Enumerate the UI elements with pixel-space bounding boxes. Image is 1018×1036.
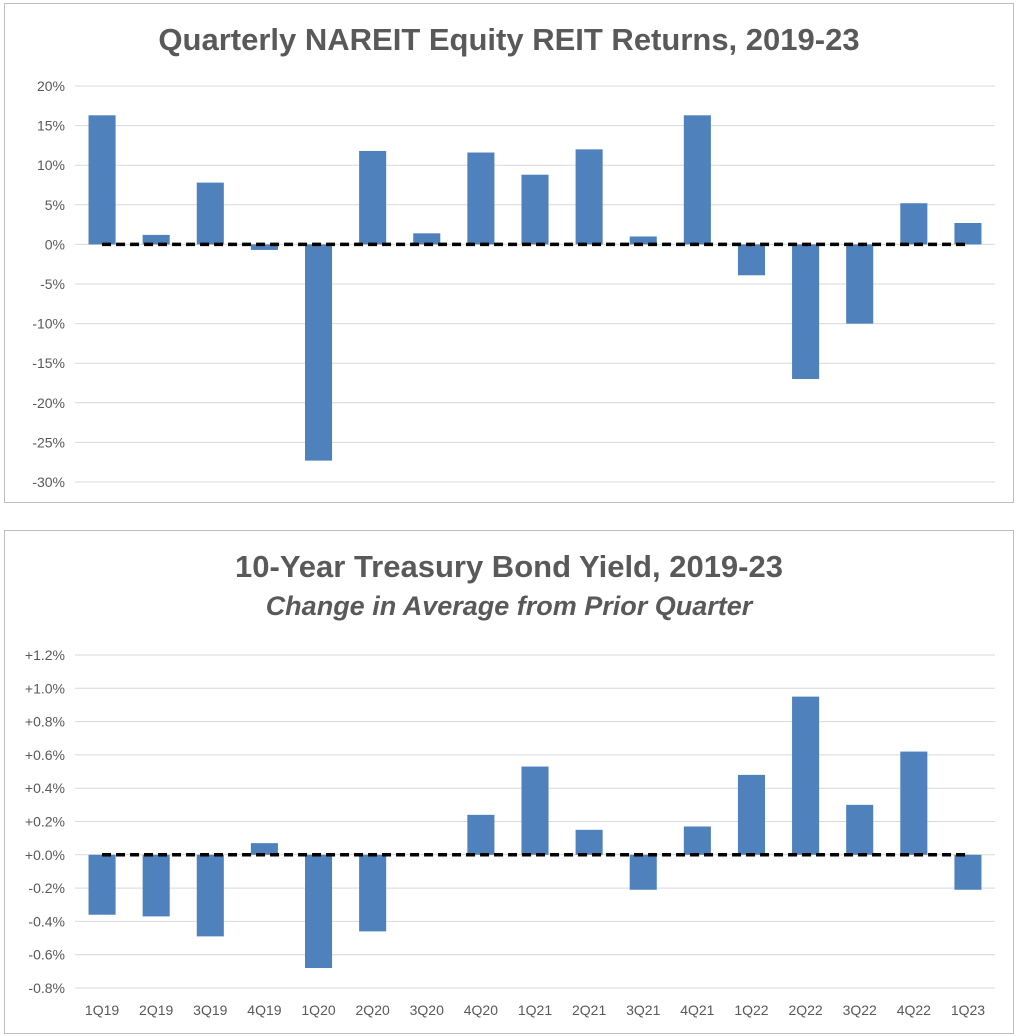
- bar: [792, 696, 820, 855]
- x-tick-label: 1Q23: [951, 1002, 985, 1018]
- bar: [846, 804, 874, 855]
- bar: [88, 115, 116, 245]
- bar: [792, 244, 820, 380]
- bar: [846, 244, 874, 324]
- chart-subtitle: Change in Average from Prior Quarter: [265, 591, 753, 621]
- y-tick-label: -20%: [32, 395, 65, 411]
- y-tick-label: +1.2%: [25, 647, 65, 663]
- y-tick-label: 10%: [37, 157, 65, 173]
- x-tick-label: 1Q22: [734, 1002, 768, 1018]
- bar: [737, 774, 765, 855]
- y-tick-label: -10%: [32, 316, 65, 332]
- chart-title: Quarterly NAREIT Equity REIT Returns, 20…: [158, 22, 860, 57]
- x-tick-label: 4Q20: [464, 1002, 498, 1018]
- reit-returns-chart: 20% 15% 10% 5% 0% -5% -10% -15% -20% -25% -30%: [32, 78, 995, 490]
- x-tick-label: 4Q21: [680, 1002, 714, 1018]
- bar: [683, 826, 711, 855]
- bar: [142, 854, 170, 917]
- y-tick-label: 5%: [45, 197, 65, 213]
- bar: [250, 244, 278, 250]
- y-tick-label: 20%: [37, 78, 65, 94]
- x-tick-label: 4Q19: [247, 1002, 281, 1018]
- bar: [900, 203, 928, 245]
- treasury-yield-chart: +1.2% +1.0% +0.8% +0.6% +0.4% +0.2% +0.0% -0.2%…: [25, 647, 995, 1018]
- bar: [88, 854, 116, 915]
- y-tick-label: +0.6%: [25, 747, 65, 763]
- x-tick-label: 3Q20: [410, 1002, 444, 1018]
- y-tick-label: +0.0%: [25, 847, 65, 863]
- bar: [954, 223, 982, 245]
- bar: [359, 150, 387, 245]
- bar: [467, 152, 495, 245]
- y-tick-label: +0.4%: [25, 780, 65, 796]
- bar: [521, 766, 549, 855]
- y-tick-label: -5%: [40, 276, 65, 292]
- y-tick-label: +0.8%: [25, 714, 65, 730]
- bar: [196, 182, 224, 245]
- reit-returns-chart-panel: Quarterly NAREIT Equity REIT Returns, 20…: [4, 3, 1014, 503]
- x-tick-label: 3Q19: [193, 1002, 227, 1018]
- treasury-yield-chart-panel: 10-Year Treasury Bond Yield, 2019-23 Cha…: [4, 530, 1014, 1034]
- bar: [954, 854, 982, 890]
- x-tick-label: 1Q19: [85, 1002, 119, 1018]
- y-tick-label: +1.0%: [25, 680, 65, 696]
- y-tick-label: -25%: [32, 434, 65, 450]
- bar: [900, 751, 928, 855]
- bar: [250, 843, 278, 855]
- bar: [413, 233, 441, 245]
- x-tick-label: 1Q21: [518, 1002, 552, 1018]
- bar: [629, 854, 657, 890]
- y-tick-label: -0.2%: [28, 880, 65, 896]
- bar: [629, 236, 657, 245]
- bar: [305, 244, 333, 461]
- bar: [142, 234, 170, 245]
- x-tick-label: 2Q21: [572, 1002, 606, 1018]
- y-tick-label: 0%: [45, 236, 65, 252]
- chart-title: 10-Year Treasury Bond Yield, 2019-23: [235, 549, 783, 584]
- x-tick-label: 3Q21: [626, 1002, 660, 1018]
- x-tick-label: 2Q20: [356, 1002, 390, 1018]
- x-tick-label: 2Q19: [139, 1002, 173, 1018]
- bar: [737, 244, 765, 276]
- bar: [467, 814, 495, 855]
- x-tick-label: 2Q22: [788, 1002, 822, 1018]
- y-tick-label: -15%: [32, 355, 65, 371]
- y-tick-label: +0.2%: [25, 814, 65, 830]
- bar: [305, 854, 333, 969]
- bar: [575, 829, 603, 855]
- y-tick-label: -30%: [32, 474, 65, 490]
- bar: [575, 149, 603, 245]
- x-tick-label: 1Q20: [301, 1002, 335, 1018]
- bar: [196, 854, 224, 937]
- y-tick-label: -0.6%: [28, 947, 65, 963]
- y-tick-label: 15%: [37, 118, 65, 134]
- bar: [683, 115, 711, 245]
- bar: [521, 174, 549, 245]
- y-tick-label: -0.4%: [28, 913, 65, 929]
- x-tick-label: 4Q22: [897, 1002, 931, 1018]
- x-tick-label: 3Q22: [843, 1002, 877, 1018]
- bar: [359, 854, 387, 932]
- y-tick-label: -0.8%: [28, 980, 65, 996]
